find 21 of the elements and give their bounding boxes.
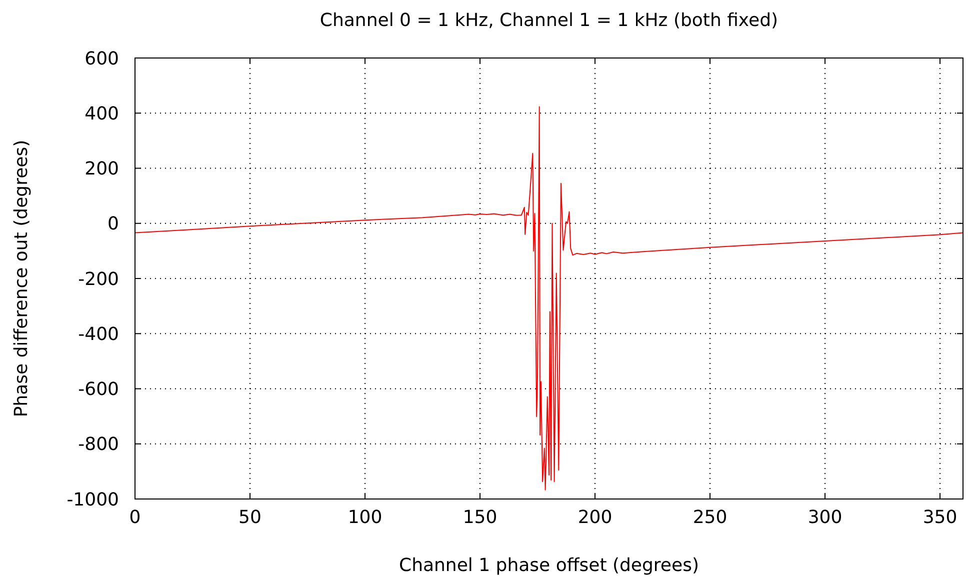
x-tick-label: 350 <box>922 507 958 528</box>
x-tick-label: 200 <box>578 507 612 528</box>
y-tick-label: -400 <box>78 324 119 345</box>
line-series <box>134 106 964 490</box>
x-tick-label: 0 <box>129 507 141 528</box>
x-tick-label: 300 <box>808 507 842 528</box>
y-tick-label: 200 <box>84 158 119 180</box>
y-tick-label: -1000 <box>66 489 119 510</box>
y-tick-label: -600 <box>78 379 119 400</box>
x-tick-label: 150 <box>462 507 498 528</box>
y-tick-label: 600 <box>84 48 119 70</box>
y-tick-label: 0 <box>108 214 119 235</box>
y-tick-label: -800 <box>78 434 119 456</box>
y-axis-title: Phase difference out (degrees) <box>11 140 32 418</box>
x-tick-label: 100 <box>348 507 382 528</box>
y-tick-label: 400 <box>84 103 119 124</box>
x-tick-label: 250 <box>692 507 728 528</box>
x-tick-label: 50 <box>238 507 262 528</box>
x-axis-title: Channel 1 phase offset (degrees) <box>399 555 699 576</box>
y-tick-label: -200 <box>78 268 119 290</box>
chart-title: Channel 0 = 1 kHz, Channel 1 = 1 kHz (both fixed) <box>320 10 778 31</box>
